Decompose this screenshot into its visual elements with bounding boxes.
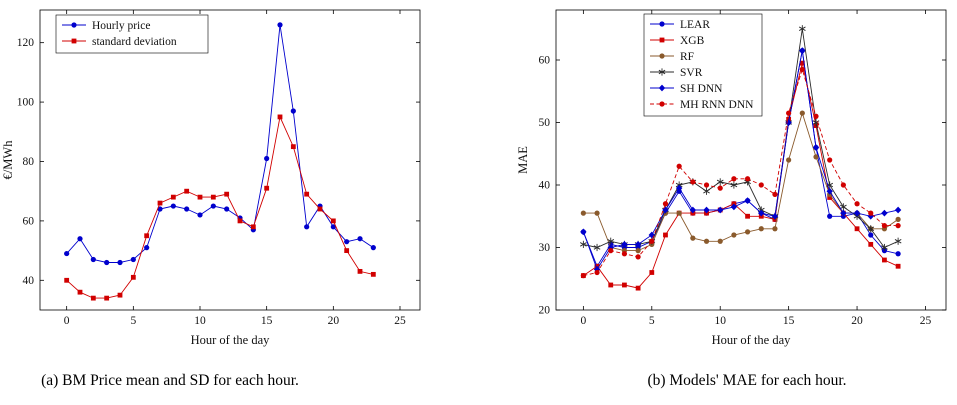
svg-text:30: 30 (539, 242, 551, 254)
svg-text:50: 50 (539, 117, 551, 129)
svg-text:SH DNN: SH DNN (680, 83, 723, 95)
svg-text:100: 100 (17, 97, 35, 109)
svg-text:15: 15 (783, 315, 795, 327)
svg-text:40: 40 (23, 275, 35, 287)
svg-text:60: 60 (23, 215, 35, 227)
svg-text:€/MWh: €/MWh (1, 140, 15, 180)
svg-text:XGB: XGB (680, 35, 705, 47)
bm-price-sd-chart: 0 5 10 15 20 25 40 60 80 100 120 Hour of the day €/M… (1, 9, 421, 347)
models-mae-chart: 0 5 10 15 20 25 20 30 40 50 60 Hour of the day MAE LE… (516, 9, 947, 347)
svg-text:5: 5 (130, 315, 136, 327)
figure-b: 0 5 10 15 20 25 20 30 40 50 60 Hour of the day MAE LE… (515, 2, 957, 390)
svg-text:60: 60 (539, 55, 551, 67)
svg-text:10: 10 (714, 315, 726, 327)
svg-text:MAE: MAE (516, 146, 530, 174)
svg-text:5: 5 (649, 315, 655, 327)
svg-text:40: 40 (539, 180, 551, 192)
svg-text:20: 20 (328, 315, 340, 327)
svg-text:10: 10 (194, 315, 206, 327)
svg-text:20: 20 (851, 315, 863, 327)
figure-a-caption: (a) BM Price mean and SD for each hour. (41, 372, 299, 389)
svg-text:MH RNN DNN: MH RNN DNN (680, 99, 754, 111)
svg-text:Hourly price: Hourly price (92, 20, 150, 32)
svg-text:15: 15 (261, 315, 273, 327)
svg-text:20: 20 (539, 305, 551, 317)
svg-text:RF: RF (680, 51, 694, 63)
svg-text:80: 80 (23, 156, 35, 168)
svg-text:25: 25 (394, 315, 406, 327)
svg-text:120: 120 (17, 37, 35, 49)
svg-text:LEAR: LEAR (680, 19, 710, 31)
svg-text:Hour of the day: Hour of the day (712, 333, 792, 347)
svg-text:standard deviation: standard deviation (92, 36, 177, 48)
svg-text:Hour of the day: Hour of the day (191, 333, 271, 347)
figure-a: 0 5 10 15 20 25 40 60 80 100 120 Hour of the day €/M… (0, 2, 430, 390)
svg-text:SVR: SVR (680, 67, 703, 79)
svg-text:25: 25 (920, 315, 932, 327)
svg-text:0: 0 (64, 315, 70, 327)
svg-text:0: 0 (580, 315, 586, 327)
figure-b-caption: (b) Models' MAE for each hour. (647, 372, 847, 389)
